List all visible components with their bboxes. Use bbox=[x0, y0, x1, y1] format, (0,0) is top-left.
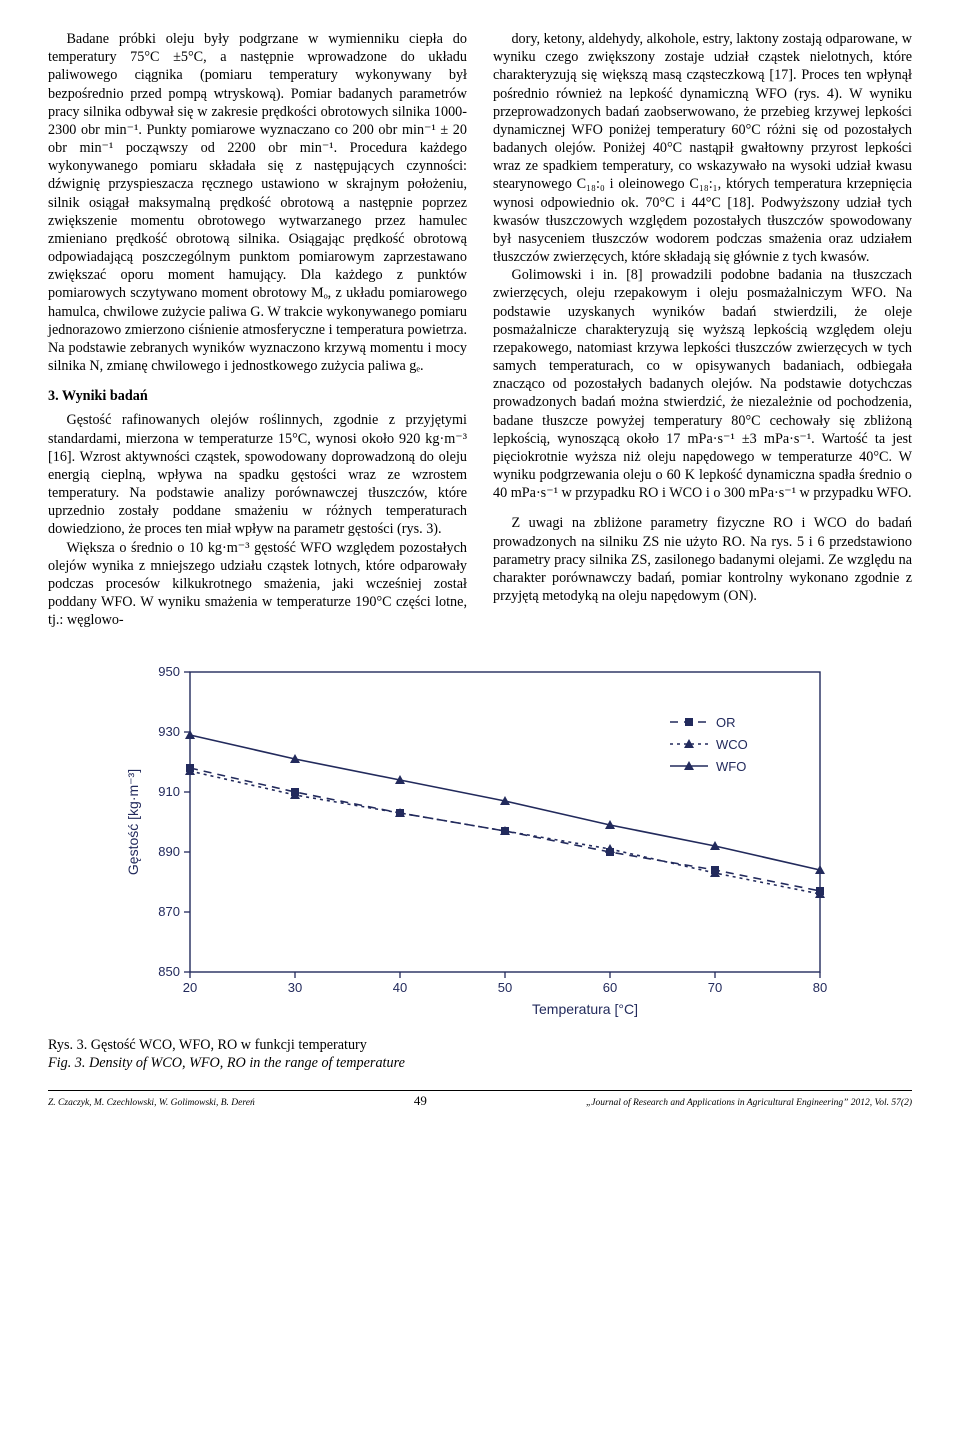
svg-text:WFO: WFO bbox=[716, 759, 746, 774]
svg-text:50: 50 bbox=[498, 980, 512, 995]
paragraph: dory, ketony, aldehydy, alkohole, estry,… bbox=[493, 30, 912, 266]
svg-text:930: 930 bbox=[158, 724, 180, 739]
paragraph: Z uwagi na zbliżone parametry fizyczne R… bbox=[493, 514, 912, 605]
right-column: dory, ketony, aldehydy, alkohole, estry,… bbox=[493, 30, 912, 630]
svg-text:950: 950 bbox=[158, 664, 180, 679]
svg-text:30: 30 bbox=[288, 980, 302, 995]
figure-3: 850 870 890 910 930 950 20 30 40 50 60 70 80 Temperat… bbox=[48, 652, 912, 1022]
svg-text:60: 60 bbox=[603, 980, 617, 995]
svg-text:80: 80 bbox=[813, 980, 827, 995]
paragraph: Badane próbki oleju były podgrzane w wym… bbox=[48, 30, 467, 375]
footer-journal: „Journal of Research and Applications in… bbox=[586, 1097, 912, 1109]
svg-text:850: 850 bbox=[158, 964, 180, 979]
page-number: 49 bbox=[414, 1093, 427, 1110]
svg-text:890: 890 bbox=[158, 844, 180, 859]
svg-text:Temperatura [°C]: Temperatura [°C] bbox=[532, 1001, 638, 1017]
footer-authors: Z. Czaczyk, M. Czechlowski, W. Golimowsk… bbox=[48, 1097, 255, 1109]
svg-text:70: 70 bbox=[708, 980, 722, 995]
caption-en: Fig. 3. Density of WCO, WFO, RO in the r… bbox=[48, 1054, 912, 1072]
svg-text:20: 20 bbox=[183, 980, 197, 995]
svg-text:870: 870 bbox=[158, 904, 180, 919]
paragraph: Większa o średnio o 10 kg·m⁻³ gęstość WF… bbox=[48, 539, 467, 630]
svg-text:40: 40 bbox=[393, 980, 407, 995]
figure-caption: Rys. 3. Gęstość WCO, WFO, RO w funkcji t… bbox=[48, 1036, 912, 1072]
svg-text:OR: OR bbox=[716, 715, 736, 730]
caption-pl: Rys. 3. Gęstość WCO, WFO, RO w funkcji t… bbox=[48, 1036, 912, 1054]
two-column-body: Badane próbki oleju były podgrzane w wym… bbox=[48, 30, 912, 630]
paragraph: Gęstość rafinowanych olejów roślinnych, … bbox=[48, 411, 467, 538]
section-heading: 3. Wyniki badań bbox=[48, 387, 467, 405]
density-chart: 850 870 890 910 930 950 20 30 40 50 60 70 80 Temperat… bbox=[120, 652, 840, 1022]
left-column: Badane próbki oleju były podgrzane w wym… bbox=[48, 30, 467, 630]
svg-text:910: 910 bbox=[158, 784, 180, 799]
page-footer: Z. Czaczyk, M. Czechlowski, W. Golimowsk… bbox=[48, 1090, 912, 1110]
svg-text:Gęstość [kg·m⁻³]: Gęstość [kg·m⁻³] bbox=[125, 768, 141, 874]
svg-text:WCO: WCO bbox=[716, 737, 748, 752]
paragraph: Golimowski i in. [8] prowadzili podobne … bbox=[493, 266, 912, 502]
